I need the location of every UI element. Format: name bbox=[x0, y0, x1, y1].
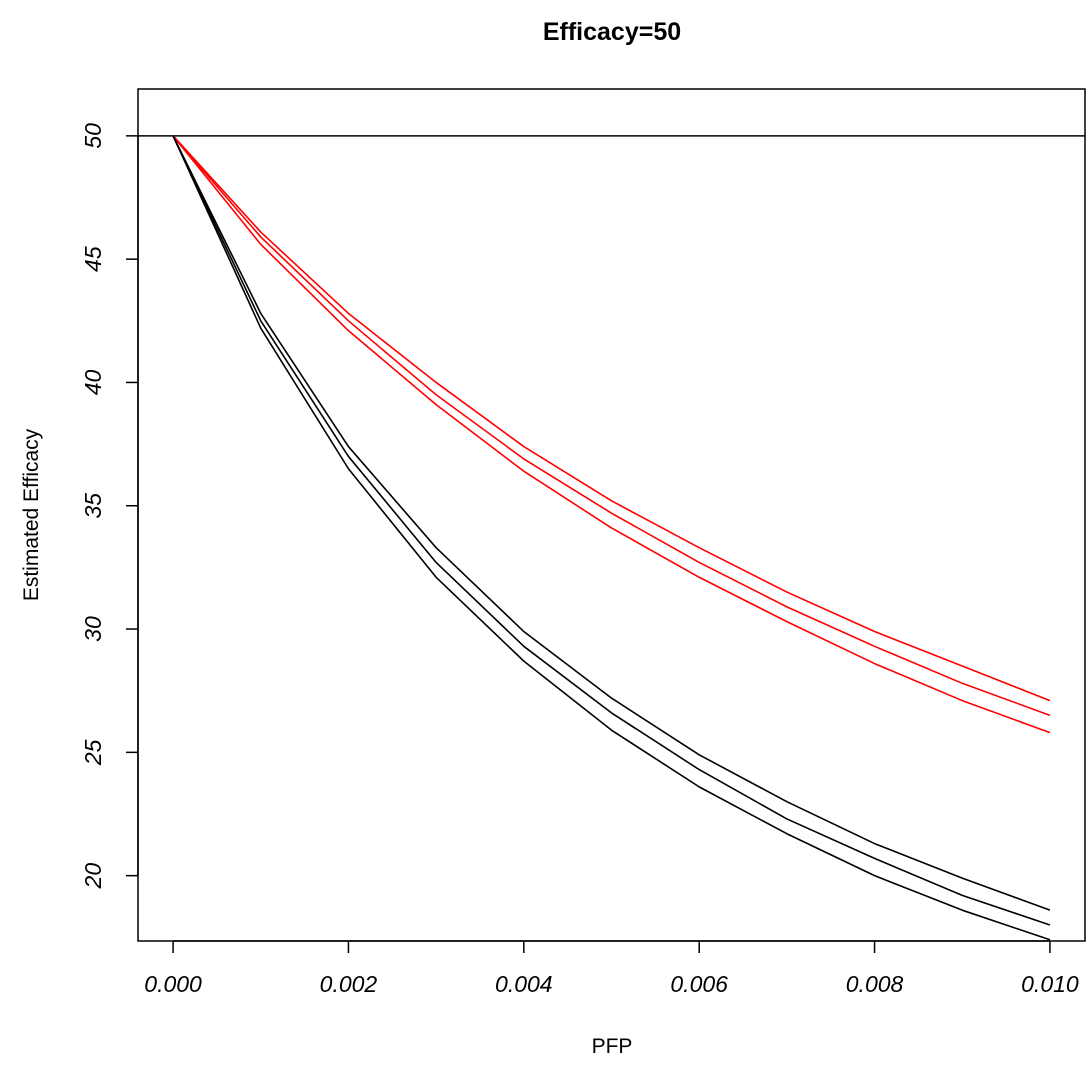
series-line-3 bbox=[172, 135, 1051, 734]
y-tick-label: 20 bbox=[80, 863, 106, 890]
y-tick-label: 30 bbox=[80, 616, 106, 642]
x-axis: 0.000 0.002 0.004 0.006 0.008 0.010 bbox=[144, 940, 1079, 997]
series-line-5 bbox=[172, 135, 1051, 926]
y-axis: 20 25 30 35 40 45 50 bbox=[80, 123, 139, 890]
series-layer bbox=[138, 135, 1085, 941]
plot-frame bbox=[137, 88, 1086, 942]
y-tick-label: 35 bbox=[80, 493, 106, 519]
y-axis-label: Estimated Efficacy bbox=[20, 428, 43, 601]
series-line-4 bbox=[172, 135, 1051, 911]
x-tick-label: 0.004 bbox=[495, 971, 553, 997]
x-tick-label: 0.000 bbox=[144, 971, 202, 997]
x-axis-label: PFP bbox=[592, 1035, 633, 1058]
chart-title: Efficacy=50 bbox=[543, 18, 681, 46]
x-tick-label: 0.008 bbox=[846, 971, 904, 997]
series-line-6 bbox=[172, 135, 1051, 941]
y-tick-label: 50 bbox=[80, 123, 106, 149]
series-line-2 bbox=[172, 135, 1051, 717]
y-tick-label: 40 bbox=[80, 369, 106, 395]
y-tick-label: 25 bbox=[80, 739, 106, 766]
series-line-1 bbox=[172, 135, 1051, 702]
x-tick-label: 0.010 bbox=[1021, 971, 1079, 997]
x-tick-label: 0.002 bbox=[320, 971, 378, 997]
y-tick-label: 45 bbox=[80, 246, 106, 272]
x-tick-label: 0.006 bbox=[670, 971, 728, 997]
